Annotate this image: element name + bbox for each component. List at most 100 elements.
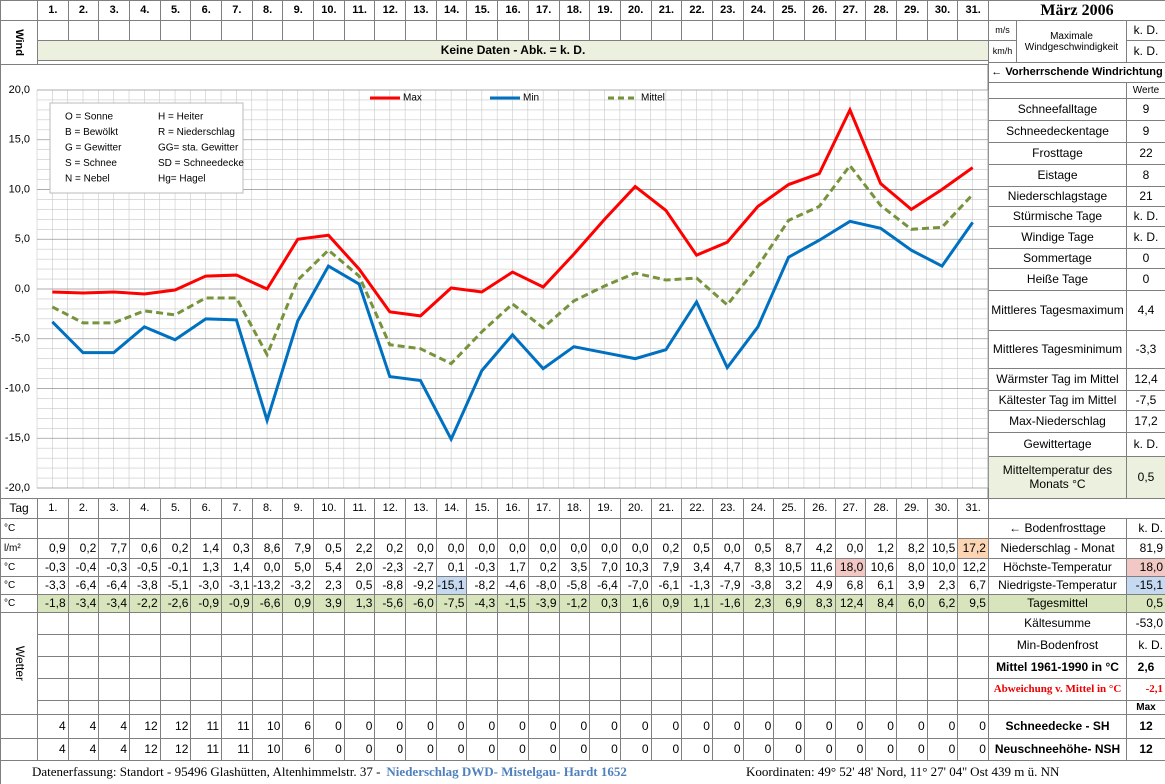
summary-value-text: 0,5 [1137,469,1155,484]
day-header-text: 3. [109,4,119,17]
precip-cell-text: 0,2 [79,540,97,555]
summary-value-text: -7,5 [1135,392,1157,407]
snow-cell-text: 0 [795,718,802,733]
mean-cell: -3,4 [67,594,100,613]
summary-value-text: 0 [1142,271,1150,286]
day-label-text: 17. [536,502,552,515]
summary-label-text: Schneedeckentage [1006,123,1109,138]
snow-cell-text: 4 [120,718,128,733]
max-cell-text: 12,2 [962,559,986,574]
day-label-text: 28. [873,502,889,515]
day-label-text: 12. [382,502,398,515]
summary-header-text: Werte [1132,85,1160,96]
min-cell-text: -9,2 [413,577,434,592]
summary-value-text: k. D. [1133,229,1159,244]
snow-cell-text: 0 [764,718,772,733]
footer-text: Datenerfassung: Standort - 95496 Glashüt… [32,764,381,780]
mean-cell-text: 9,5 [969,595,986,610]
min-cell-text: -3,2 [290,577,312,592]
stat-value-text: 12 [1139,741,1153,756]
mean-cell-text: 2,3 [754,595,772,610]
day-label-text: 18. [566,502,582,515]
summary-value-text: 22 [1139,145,1153,160]
mean-cell-text: -5,6 [382,595,404,610]
mean-cell-text: -3,9 [535,595,557,610]
codes-box [49,102,244,194]
stat-value-text: k. D. [1138,520,1163,535]
snow-cell-text: 6 [304,718,312,733]
snow-cell-text: 0 [641,718,649,733]
newsnow-cell-text: 0 [365,741,373,756]
max-cell-text: 0,2 [539,559,557,574]
summary-value-text: k. D. [1133,436,1159,451]
day-header-text: 19. [597,4,613,17]
wind-max-label-text: Maximale Windgeschwindigkeit [1024,30,1119,53]
newsnow-cell-text: 0 [611,741,618,756]
mean-cell: -5,6 [374,594,407,613]
stat-label-text: Niederschlag - Monat [1000,540,1115,555]
stat-label: Tagesmittel [988,594,1127,613]
summary-value-text: -3,3 [1135,341,1157,356]
newsnow-cell-text: 0 [764,741,772,756]
day-header-text: 11. [352,4,367,17]
min-cell-text: 0,5 [355,577,373,592]
y-tick-label: -20,0 [5,482,30,494]
max-cell-text: 0,0 [263,559,281,574]
stat-value: 18,0 [1126,558,1165,577]
stat-value-text: -2,1 [1145,683,1163,696]
newsnow-cell-text: 4 [120,741,128,756]
day-label-text: 11. [352,502,367,515]
precip-cell-text: 17,2 [962,540,986,555]
mean-cell-text: 6,0 [907,595,925,610]
newsnow-cell-text: 0 [948,741,956,756]
day-label-text: 22. [689,502,705,515]
day-header-text: 8. [262,4,273,17]
mean-cell-text: 12,4 [839,595,864,610]
mean-cell: 1,1 [681,594,713,613]
summary-label-text: Mittleres Tagesminimum [992,341,1123,356]
stat-label-text: Neuschneehöhe- NSH [994,741,1121,756]
summary-value-text: 4,4 [1137,302,1155,317]
snow-cell-text: 12 [175,718,189,733]
weather-code: GG= sta. Gewitter [158,143,239,154]
snow-cell-text: 0 [365,718,373,733]
mean-cell: -0,9 [221,594,253,613]
day-label-text: 25. [781,502,797,515]
mean-cell-text: 0,9 [294,595,312,610]
series-line [52,106,974,318]
mean-cell-text: 3,9 [325,595,342,610]
mean-cell-text: -0,9 [229,595,250,610]
precip-cell-text: 1,2 [877,540,894,555]
min-cell-text: -1,3 [689,577,710,592]
day-label-text: 2. [78,502,89,515]
day-header-text: 17. [536,4,552,17]
min-cell-text: -8,8 [382,577,404,592]
footer: Datenerfassung: Standort - 95496 Glashüt… [0,760,1165,784]
precip-cell-text: 0,0 [631,540,649,555]
mean-cell: -4,3 [466,594,499,613]
min-cell-text: 3,9 [907,577,925,592]
y-tick-label: 20,0 [9,84,30,96]
stat-value-text: k. D. [1138,637,1163,652]
precip-cell-text: 1,4 [202,540,220,555]
max-cell-text: -2,3 [382,559,404,574]
stat-value-text: 0,5 [1146,595,1163,610]
precip-cell-text: 0,0 [570,540,588,555]
precip-cell-text: 0,0 [417,540,434,555]
mean-cell: -1,2 [558,594,591,613]
day-header-text: 29. [904,4,920,17]
snow-cell-text: 0 [457,718,465,733]
newsnow-cell-text: 0 [549,741,557,756]
day-label-text: 31. [965,502,981,515]
precip-cell-text: 0,0 [447,540,465,555]
y-tick-label: -10,0 [5,382,30,394]
day-header-text: 13. [413,4,429,17]
snow-cell-text: 0 [703,718,710,733]
weather-code: B = Bewölkt [65,127,118,138]
newsnow-cell-text: 0 [427,741,434,756]
summary-label: Mitteltemperatur des Monats °C [988,456,1127,499]
snow-cell-text: 0 [549,718,557,733]
precip-cell-text: 2,2 [355,540,373,555]
snow-cell-text: 0 [856,718,864,733]
